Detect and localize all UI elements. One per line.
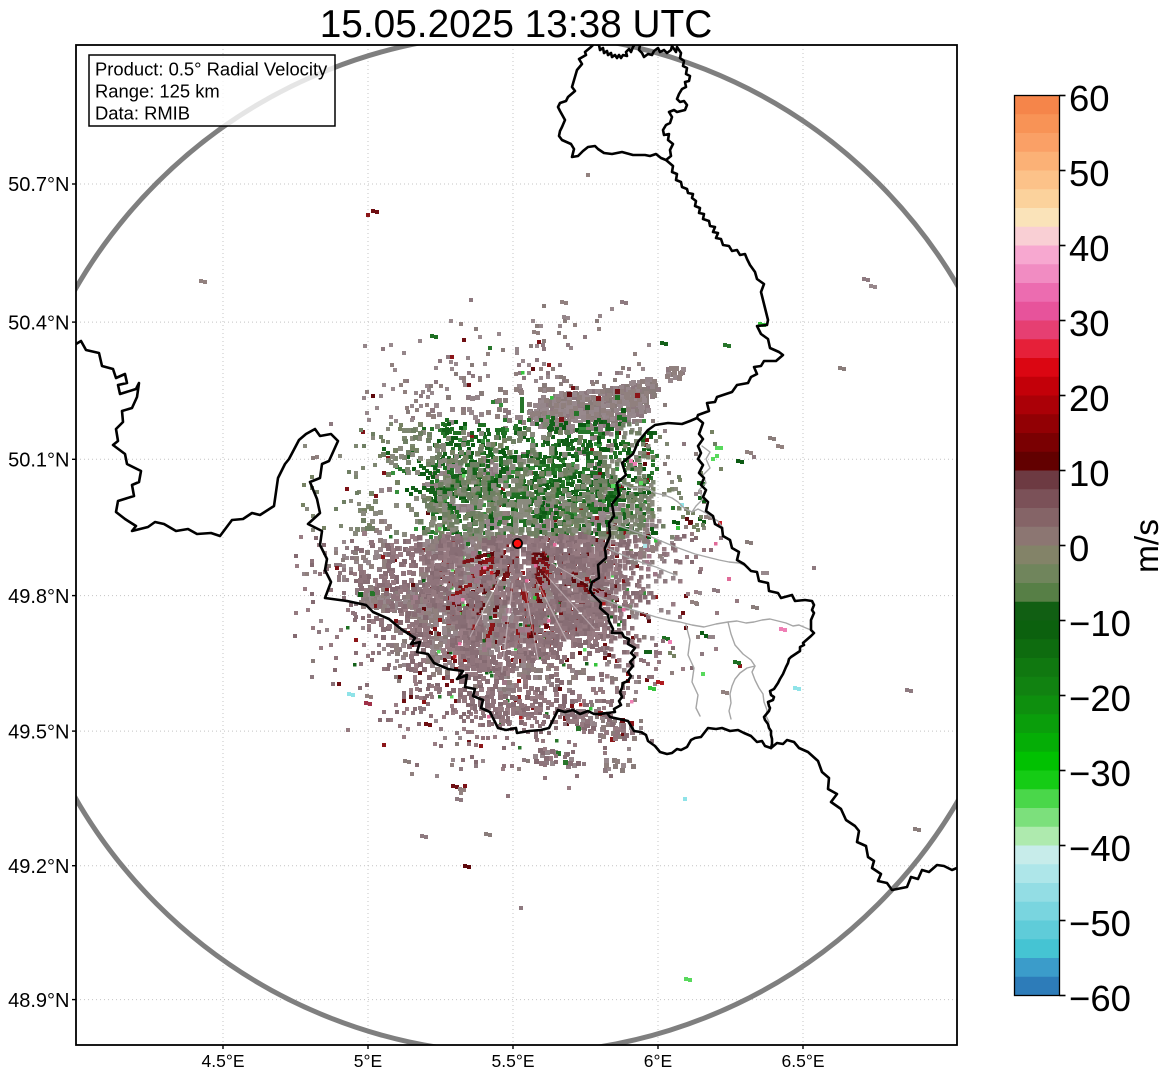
svg-text:49.5°N: 49.5°N (8, 721, 69, 743)
svg-text:48.9°N: 48.9°N (8, 990, 69, 1012)
svg-text:Data: RMIB: Data: RMIB (95, 103, 190, 124)
svg-text:Range: 125 km: Range: 125 km (95, 81, 220, 102)
svg-text:−50: −50 (1069, 903, 1131, 944)
svg-text:49.2°N: 49.2°N (8, 856, 69, 878)
svg-text:50.1°N: 50.1°N (8, 450, 69, 472)
svg-text:4.5°E: 4.5°E (202, 1051, 245, 1071)
svg-text:60: 60 (1069, 78, 1110, 119)
svg-text:5°E: 5°E (354, 1051, 382, 1071)
svg-text:40: 40 (1069, 228, 1110, 269)
svg-text:50.7°N: 50.7°N (8, 174, 69, 196)
svg-text:−40: −40 (1069, 828, 1131, 869)
svg-text:6°E: 6°E (644, 1051, 672, 1071)
svg-text:49.8°N: 49.8°N (8, 586, 69, 608)
svg-text:20: 20 (1069, 378, 1110, 419)
svg-text:−30: −30 (1069, 753, 1131, 794)
svg-text:m/s: m/s (1129, 519, 1166, 573)
svg-text:5.5°E: 5.5°E (492, 1051, 535, 1071)
svg-text:50: 50 (1069, 153, 1110, 194)
svg-text:−20: −20 (1069, 678, 1131, 719)
svg-text:0: 0 (1069, 528, 1089, 569)
svg-text:−60: −60 (1069, 978, 1131, 1019)
svg-text:50.4°N: 50.4°N (8, 312, 69, 334)
svg-text:30: 30 (1069, 303, 1110, 344)
svg-text:Product: 0.5° Radial Velocity: Product: 0.5° Radial Velocity (95, 59, 328, 80)
svg-text:−10: −10 (1069, 603, 1131, 644)
svg-text:6.5°E: 6.5°E (782, 1051, 825, 1071)
svg-text:10: 10 (1069, 453, 1110, 494)
svg-text:15.05.2025 13:38 UTC: 15.05.2025 13:38 UTC (320, 3, 713, 46)
